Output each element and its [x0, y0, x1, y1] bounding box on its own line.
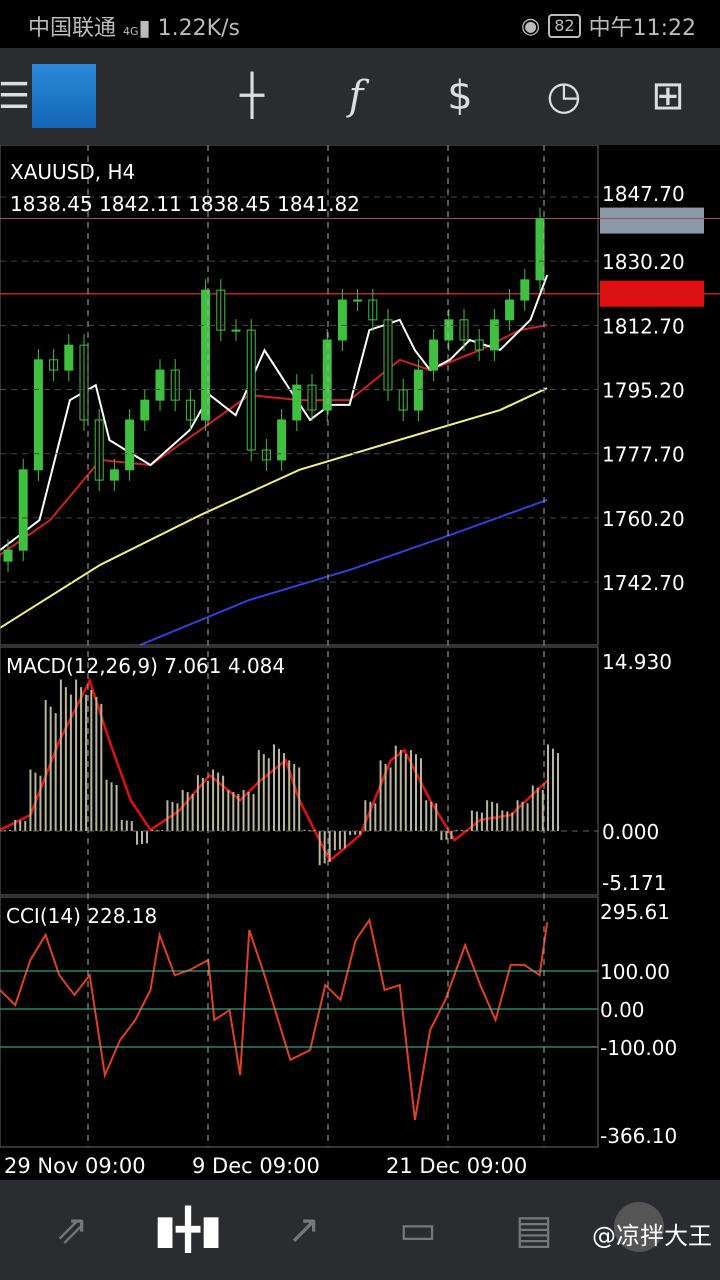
cci-tick: 0.00 — [600, 998, 645, 1022]
cci-tick: 295.61 — [600, 900, 670, 924]
x-label: 9 Dec 09:00 — [192, 1154, 320, 1178]
moving-average-line — [0, 274, 549, 551]
indicators-icon[interactable]: f — [348, 73, 364, 119]
x-label: 29 Nov 09:00 — [4, 1154, 146, 1178]
x-label: 21 Dec 09:00 — [386, 1154, 527, 1178]
cci-title: CCI(14) 228.18 — [6, 904, 157, 928]
bottom-nav: ⇗ ▮╋▮ ↗ ▭ ▤ @凉拌大王 — [0, 1180, 720, 1280]
macd-tick: 0.000 — [602, 820, 659, 844]
macd-tick: -5.171 — [602, 871, 666, 895]
price-tick: 1830.20 — [602, 250, 685, 274]
chart-icon[interactable]: ▮╋▮ — [153, 1207, 223, 1253]
quotes-icon[interactable]: ⇗ — [55, 1207, 89, 1253]
eye-icon: ◉ — [521, 13, 541, 39]
moving-average-line — [139, 498, 548, 647]
net-speed: 1.22K/s — [157, 16, 240, 41]
moving-average-line — [0, 387, 548, 629]
news-icon[interactable]: ▤ — [515, 1207, 553, 1253]
price-tick: 1795.20 — [602, 379, 685, 403]
trade-icon[interactable]: $ — [447, 73, 473, 119]
menu-icon[interactable]: ☰ — [0, 75, 31, 117]
cci-line — [0, 917, 549, 1121]
network-icon: 4G — [123, 25, 139, 38]
price-tick: 1847.70 — [602, 182, 685, 206]
macd-signal-line — [0, 677, 549, 863]
chart-svg[interactable]: -366.10 -100.00 0.00 100.00 295.61 -5.171 0.00… — [0, 144, 720, 1180]
price-tick: 1742.70 — [602, 571, 685, 595]
crosshair-icon[interactable]: ┼ — [239, 73, 265, 119]
panel-border — [0, 144, 599, 646]
price-tick: 1777.70 — [602, 443, 685, 467]
cci-tick: 100.00 — [600, 960, 670, 984]
cci-tick: -366.10 — [600, 1124, 677, 1148]
history-icon[interactable]: ▭ — [399, 1207, 437, 1253]
price-tick: 1760.20 — [602, 507, 685, 531]
panel-border — [0, 646, 599, 896]
clock: 中午11:22 — [588, 16, 696, 41]
panel-border — [0, 896, 599, 1148]
chart-area[interactable]: -366.10 -100.00 0.00 100.00 295.61 -5.171 0.00… — [0, 144, 720, 1180]
watermark: @凉拌大王 — [592, 1222, 712, 1250]
timeframe-clock-icon[interactable]: ◷ — [546, 73, 582, 119]
cci-tick: -100.00 — [600, 1036, 677, 1060]
symbol-title: XAUUSD, H4 — [10, 160, 135, 184]
battery: 82 — [548, 14, 581, 38]
more-icon[interactable] — [614, 1202, 664, 1252]
price-tick: 1812.70 — [602, 314, 685, 338]
toolbar: ☰ ┼ f $ ◷ ⊞ — [0, 48, 720, 145]
macd-tick: 14.930 — [602, 650, 672, 674]
mt4-logo[interactable] — [32, 64, 96, 128]
ohlc-label: 1838.45 1842.11 1838.45 1841.82 — [10, 192, 360, 216]
status-bar: 中国联通 4G▮ 1.22K/s ◉ 82 中午11:22 — [0, 0, 720, 48]
current-price-tag — [600, 207, 704, 234]
new-order-icon[interactable]: ⊞ — [651, 73, 685, 119]
trade-icon[interactable]: ↗ — [287, 1207, 321, 1253]
macd-title: MACD(12,26,9) 7.061 4.084 — [6, 654, 285, 678]
carrier: 中国联通 — [28, 16, 117, 41]
